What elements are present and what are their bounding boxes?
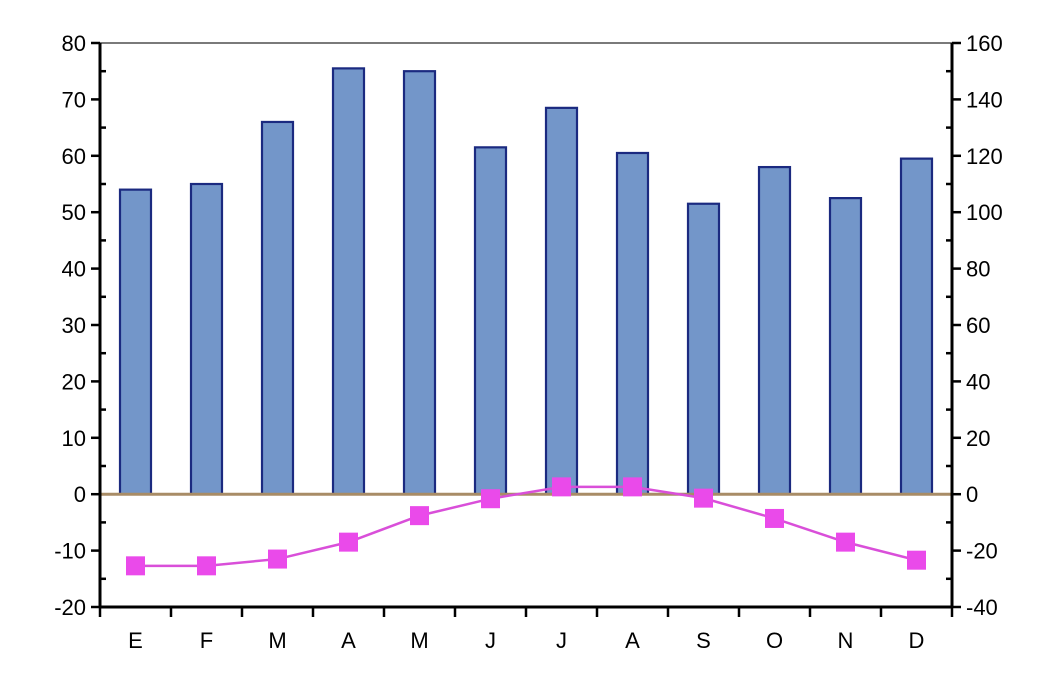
marker-9 xyxy=(765,508,784,528)
category-label-1: F xyxy=(200,628,213,653)
right-tick-label-1: 140 xyxy=(966,87,1003,112)
precipitation-bars xyxy=(118,67,934,496)
left-tick-label-6: 20 xyxy=(62,369,86,394)
bar-2 xyxy=(260,120,295,496)
right-tick-label-8: 0 xyxy=(966,482,978,507)
left-tick-label-0: 80 xyxy=(62,31,86,56)
category-label-10: N xyxy=(838,628,854,653)
temperature-line xyxy=(135,485,917,568)
bar-3 xyxy=(331,67,366,496)
left-y-ticks: 80 70 60 50 40 30 20 10 0 -10 -20 xyxy=(54,31,106,620)
bar-4 xyxy=(402,70,437,496)
bar-1 xyxy=(189,182,224,496)
right-tick-label-0: 160 xyxy=(966,31,1003,56)
category-label-8: S xyxy=(696,628,711,653)
left-tick-label-8: 0 xyxy=(74,482,86,507)
bar-10 xyxy=(828,197,863,496)
bar-8 xyxy=(686,202,721,496)
right-tick-label-2: 120 xyxy=(966,144,1003,169)
left-tick-label-2: 60 xyxy=(62,144,86,169)
right-tick-label-5: 60 xyxy=(966,313,990,338)
marker-8 xyxy=(694,488,713,508)
category-label-11: D xyxy=(909,628,925,653)
bar-6 xyxy=(544,106,579,496)
category-label-3: A xyxy=(341,628,356,653)
bar-0 xyxy=(118,188,153,496)
left-tick-label-3: 50 xyxy=(62,200,86,225)
left-tick-label-1: 70 xyxy=(62,87,86,112)
left-tick-label-9: -10 xyxy=(54,539,86,564)
marker-7 xyxy=(623,477,642,497)
marker-2 xyxy=(268,549,287,569)
left-tick-label-7: 10 xyxy=(62,426,86,451)
marker-5 xyxy=(481,489,500,509)
right-tick-label-6: 40 xyxy=(966,369,990,394)
category-label-6: J xyxy=(556,628,567,653)
right-tick-label-3: 100 xyxy=(966,200,1003,225)
category-label-4: M xyxy=(410,628,428,653)
bar-7 xyxy=(615,151,650,496)
marker-1 xyxy=(197,556,216,576)
bar-5 xyxy=(473,146,508,496)
right-tick-label-10: -40 xyxy=(966,595,998,620)
right-tick-label-4: 80 xyxy=(966,257,990,282)
right-tick-label-7: 20 xyxy=(966,426,990,451)
right-tick-label-9: -20 xyxy=(966,539,998,564)
left-tick-label-10: -20 xyxy=(54,595,86,620)
bar-9 xyxy=(757,165,792,496)
marker-0 xyxy=(126,556,145,576)
marker-4 xyxy=(410,506,429,526)
marker-10 xyxy=(836,532,855,552)
marker-11 xyxy=(907,550,926,570)
left-tick-label-4: 40 xyxy=(62,257,86,282)
left-tick-label-5: 30 xyxy=(62,313,86,338)
category-label-5: J xyxy=(485,628,496,653)
marker-3 xyxy=(339,532,358,552)
x-ticks xyxy=(98,607,954,617)
category-label-9: O xyxy=(766,628,783,653)
temperature-markers xyxy=(126,477,926,576)
marker-6 xyxy=(552,477,571,497)
right-y-ticks: 160 140 120 100 80 60 40 20 0 -20 -40 xyxy=(946,31,1003,620)
category-label-0: E xyxy=(128,628,143,653)
plot-frame xyxy=(99,42,953,608)
bar-11 xyxy=(899,157,934,496)
category-label-7: A xyxy=(625,628,640,653)
category-label-2: M xyxy=(268,628,286,653)
